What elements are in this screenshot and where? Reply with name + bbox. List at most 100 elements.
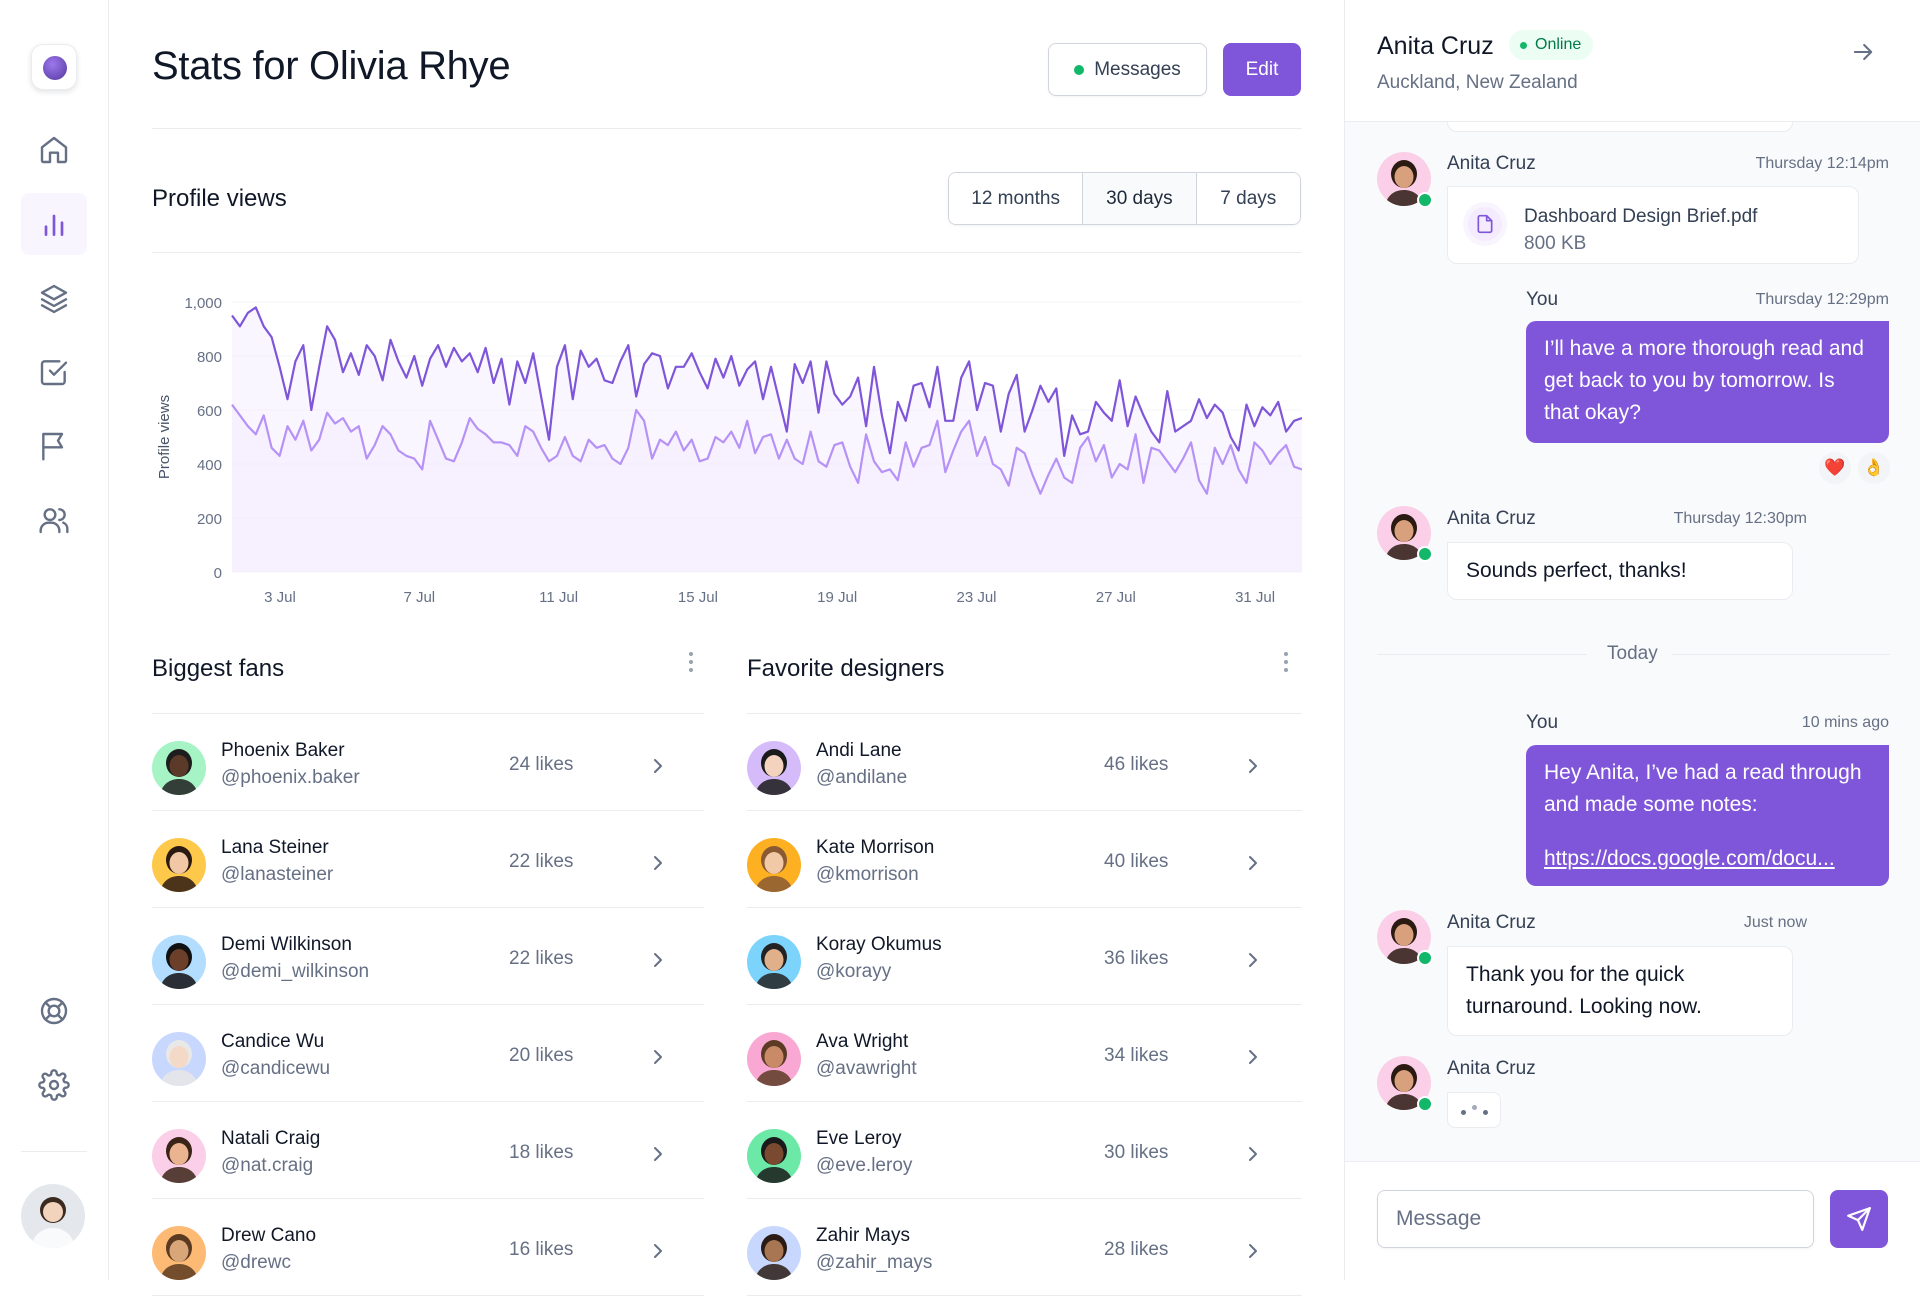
message-sender: Anita Cruz: [1447, 508, 1536, 529]
file-icon: [1463, 202, 1507, 246]
message-sender: Anita Cruz: [1447, 153, 1536, 174]
list-item[interactable]: Andi Lane @andilane 46 likes: [747, 714, 1302, 811]
list-item[interactable]: Zahir Mays @zahir_mays 28 likes: [747, 1199, 1302, 1296]
reaction-heart[interactable]: ❤️: [1819, 452, 1851, 484]
range-12-months[interactable]: 12 months: [949, 173, 1084, 224]
y-tick-label: 400: [197, 457, 222, 474]
chat-messages: Anita Cruz Thursday 12:14pm Dashboard De…: [1345, 122, 1920, 1161]
person-handle: @candicewu: [221, 1058, 331, 1079]
chevron-right-icon[interactable]: [646, 1045, 670, 1069]
online-status-dot: [1417, 192, 1433, 208]
favorite-designers-menu-icon[interactable]: [1276, 648, 1296, 676]
x-tick-label: 27 Jul: [1096, 589, 1136, 606]
chevron-right-icon[interactable]: [646, 1142, 670, 1166]
series-line-1: [231, 306, 1302, 457]
x-tick-label: 23 Jul: [956, 589, 996, 606]
chevron-right-icon[interactable]: [646, 948, 670, 972]
chevron-right-icon[interactable]: [646, 754, 670, 778]
avatar: [747, 838, 801, 892]
send-button[interactable]: [1830, 1190, 1888, 1248]
avatar: [152, 1129, 206, 1183]
person-name: Ava Wright: [816, 1031, 909, 1052]
edit-button[interactable]: Edit: [1223, 43, 1301, 96]
arrow-right-icon[interactable]: [1849, 38, 1877, 66]
logo-icon[interactable]: [31, 44, 77, 90]
sidebar-item-reports[interactable]: [21, 415, 87, 477]
today-label: Today: [1607, 643, 1658, 664]
x-tick-label: 19 Jul: [817, 589, 857, 606]
reaction-ok-hand[interactable]: 👌: [1858, 452, 1890, 484]
sidebar-item-support[interactable]: [21, 980, 87, 1042]
avatar: [152, 838, 206, 892]
range-selector: 12 months 30 days 7 days: [948, 172, 1301, 225]
message-bubble-incoming: Thank you for the quick turnaround. Look…: [1447, 946, 1793, 1036]
sidebar-item-layers[interactable]: [21, 267, 87, 329]
list-item[interactable]: Kate Morrison @kmorrison 40 likes: [747, 811, 1302, 908]
likes-count: 28 likes: [1104, 1239, 1169, 1260]
chevron-right-icon[interactable]: [1241, 1142, 1265, 1166]
range-30-days[interactable]: 30 days: [1083, 173, 1197, 224]
message-bubble-outgoing: Hey Anita, I’ve had a read through and m…: [1526, 745, 1889, 886]
chat-contact-name: Anita Cruz: [1377, 32, 1494, 60]
chevron-right-icon[interactable]: [1241, 1239, 1265, 1263]
list-item[interactable]: Drew Cano @drewc 16 likes: [152, 1199, 704, 1296]
person-name: Lana Steiner: [221, 837, 329, 858]
avatar: [1377, 152, 1433, 208]
avatar: [1377, 910, 1433, 966]
message-sender: You: [1526, 712, 1559, 733]
messages-button[interactable]: Messages: [1048, 43, 1207, 96]
person-handle: @nat.craig: [221, 1155, 314, 1176]
series-line-2: [231, 403, 1302, 495]
chevron-right-icon[interactable]: [1241, 851, 1265, 875]
sidebar-item-users[interactable]: [21, 489, 87, 551]
today-divider-left: [1377, 654, 1587, 655]
list-item[interactable]: Candice Wu @candicewu 20 likes: [152, 1005, 704, 1102]
avatar: [747, 1032, 801, 1086]
avatar: [747, 935, 801, 989]
sidebar-item-home[interactable]: [21, 119, 87, 181]
list-item[interactable]: Eve Leroy @eve.leroy 30 likes: [747, 1102, 1302, 1199]
sidebar-divider: [21, 1151, 87, 1152]
file-attachment[interactable]: Dashboard Design Brief.pdf 800 KB: [1447, 186, 1859, 264]
list-item[interactable]: Ava Wright @avawright 34 likes: [747, 1005, 1302, 1102]
sidebar-item-settings[interactable]: [21, 1054, 87, 1116]
chat-panel: Anita Cruz Online Auckland, New Zealand …: [1344, 0, 1920, 1280]
message-link[interactable]: https://docs.google.com/docu...: [1544, 847, 1835, 870]
person-handle: @demi_wilkinson: [221, 961, 370, 982]
list-item[interactable]: Koray Okumus @korayy 36 likes: [747, 908, 1302, 1005]
chat-location: Auckland, New Zealand: [1377, 72, 1578, 93]
list-item[interactable]: Phoenix Baker @phoenix.baker 24 likes: [152, 714, 704, 811]
chevron-right-icon[interactable]: [1241, 1045, 1265, 1069]
x-tick-label: 31 Jul: [1235, 589, 1275, 606]
message-input[interactable]: [1377, 1190, 1814, 1248]
list-item[interactable]: Lana Steiner @lanasteiner 22 likes: [152, 811, 704, 908]
chevron-right-icon[interactable]: [646, 851, 670, 875]
range-7-days[interactable]: 7 days: [1196, 173, 1300, 224]
avatar: [1377, 1056, 1433, 1112]
sidebar-item-tasks[interactable]: [21, 341, 87, 403]
online-status-dot: [1417, 1096, 1433, 1112]
main-content: Stats for Olivia Rhye Messages Edit Prof…: [109, 0, 1344, 1296]
likes-count: 36 likes: [1104, 948, 1169, 969]
chevron-right-icon[interactable]: [646, 1239, 670, 1263]
list-item[interactable]: Natali Craig @nat.craig 18 likes: [152, 1102, 704, 1199]
chevron-right-icon[interactable]: [1241, 948, 1265, 972]
person-handle: @drewc: [221, 1252, 291, 1273]
person-handle: @kmorrison: [816, 864, 919, 885]
series-area-1: [232, 307, 1302, 572]
person-name: Koray Okumus: [816, 934, 942, 955]
favorite-designers-title: Favorite designers: [747, 655, 945, 682]
sidebar-item-stats[interactable]: [21, 193, 87, 255]
person-handle: @eve.leroy: [816, 1155, 913, 1176]
chevron-right-icon[interactable]: [1241, 754, 1265, 778]
biggest-fans-menu-icon[interactable]: [681, 648, 701, 676]
list-item[interactable]: Demi Wilkinson @demi_wilkinson 22 likes: [152, 908, 704, 1005]
message-time: Thursday 12:14pm: [1755, 155, 1889, 172]
avatar: [152, 1032, 206, 1086]
x-tick-label: 15 Jul: [678, 589, 718, 606]
avatar[interactable]: [21, 1184, 85, 1248]
sidebar: [0, 0, 109, 1280]
status-badge: Online: [1509, 30, 1594, 60]
likes-count: 20 likes: [509, 1045, 574, 1066]
